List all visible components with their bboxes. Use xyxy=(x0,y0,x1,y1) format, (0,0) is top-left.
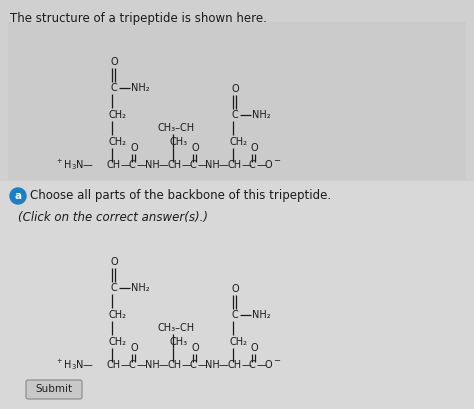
Text: C: C xyxy=(190,160,197,170)
Text: NH: NH xyxy=(145,360,160,370)
Text: —: — xyxy=(219,160,229,170)
Text: C: C xyxy=(232,310,239,320)
Text: NH: NH xyxy=(145,160,160,170)
Text: —: — xyxy=(83,360,93,370)
Text: —: — xyxy=(219,360,229,370)
FancyBboxPatch shape xyxy=(8,22,466,180)
Text: CH₃–CH: CH₃–CH xyxy=(158,323,195,333)
Text: CH₂: CH₂ xyxy=(230,137,248,147)
Text: The structure of a tripeptide is shown here.: The structure of a tripeptide is shown h… xyxy=(10,12,267,25)
Text: —: — xyxy=(83,160,93,170)
Text: C: C xyxy=(249,160,256,170)
Text: —: — xyxy=(137,360,147,370)
Text: CH₃–CH: CH₃–CH xyxy=(158,123,195,133)
Text: NH₂: NH₂ xyxy=(131,283,150,293)
Text: CH: CH xyxy=(168,160,182,170)
Text: —: — xyxy=(121,160,131,170)
Text: —: — xyxy=(121,360,131,370)
Text: —: — xyxy=(257,360,267,370)
Text: C: C xyxy=(111,83,118,93)
Text: CH: CH xyxy=(168,360,182,370)
Text: C: C xyxy=(232,110,239,120)
Text: (Click on the correct answer(s).): (Click on the correct answer(s).) xyxy=(18,211,208,224)
Text: —: — xyxy=(242,360,252,370)
Text: O: O xyxy=(265,160,273,170)
Text: CH₂: CH₂ xyxy=(109,110,127,120)
Text: CH₃: CH₃ xyxy=(170,337,188,347)
Text: —: — xyxy=(257,160,267,170)
Text: O: O xyxy=(111,57,118,67)
Text: CH: CH xyxy=(228,160,242,170)
Text: NH₂: NH₂ xyxy=(131,83,150,93)
Text: —: — xyxy=(182,160,192,170)
Text: O: O xyxy=(192,143,200,153)
Text: −: − xyxy=(273,157,280,166)
Text: —: — xyxy=(182,360,192,370)
Text: —: — xyxy=(159,160,169,170)
Text: Submit: Submit xyxy=(36,384,73,394)
Text: $\mathregular{^+}$H$\mathregular{_3}$N: $\mathregular{^+}$H$\mathregular{_3}$N xyxy=(55,357,84,373)
Text: CH: CH xyxy=(228,360,242,370)
Text: C: C xyxy=(129,160,136,170)
Text: —: — xyxy=(242,160,252,170)
Text: O: O xyxy=(232,284,240,294)
FancyBboxPatch shape xyxy=(26,380,82,399)
Text: NH₂: NH₂ xyxy=(252,310,271,320)
Text: —: — xyxy=(159,360,169,370)
Text: O: O xyxy=(131,343,138,353)
Circle shape xyxy=(10,188,26,204)
Text: CH: CH xyxy=(107,360,121,370)
Text: CH₂: CH₂ xyxy=(109,337,127,347)
Text: −: − xyxy=(273,357,280,366)
Text: C: C xyxy=(129,360,136,370)
Text: O: O xyxy=(251,343,259,353)
Text: a: a xyxy=(14,191,21,201)
Text: O: O xyxy=(131,143,138,153)
Text: O: O xyxy=(111,257,118,267)
Text: C: C xyxy=(111,283,118,293)
Text: —: — xyxy=(198,160,208,170)
Text: CH₂: CH₂ xyxy=(230,337,248,347)
Text: Choose all parts of the backbone of this tripeptide.: Choose all parts of the backbone of this… xyxy=(30,189,331,202)
Text: CH: CH xyxy=(107,160,121,170)
Text: NH: NH xyxy=(205,360,220,370)
Text: $\mathregular{^+}$H$\mathregular{_3}$N: $\mathregular{^+}$H$\mathregular{_3}$N xyxy=(55,157,84,173)
Text: CH₃: CH₃ xyxy=(170,137,188,147)
FancyBboxPatch shape xyxy=(0,181,474,409)
Text: C: C xyxy=(190,360,197,370)
Text: CH₂: CH₂ xyxy=(109,310,127,320)
Text: CH₂: CH₂ xyxy=(109,137,127,147)
Text: O: O xyxy=(232,84,240,94)
Text: —: — xyxy=(137,160,147,170)
Text: O: O xyxy=(265,360,273,370)
Text: NH₂: NH₂ xyxy=(252,110,271,120)
Text: NH: NH xyxy=(205,160,220,170)
Text: —: — xyxy=(198,360,208,370)
Text: C: C xyxy=(249,360,256,370)
Text: O: O xyxy=(192,343,200,353)
Text: O: O xyxy=(251,143,259,153)
